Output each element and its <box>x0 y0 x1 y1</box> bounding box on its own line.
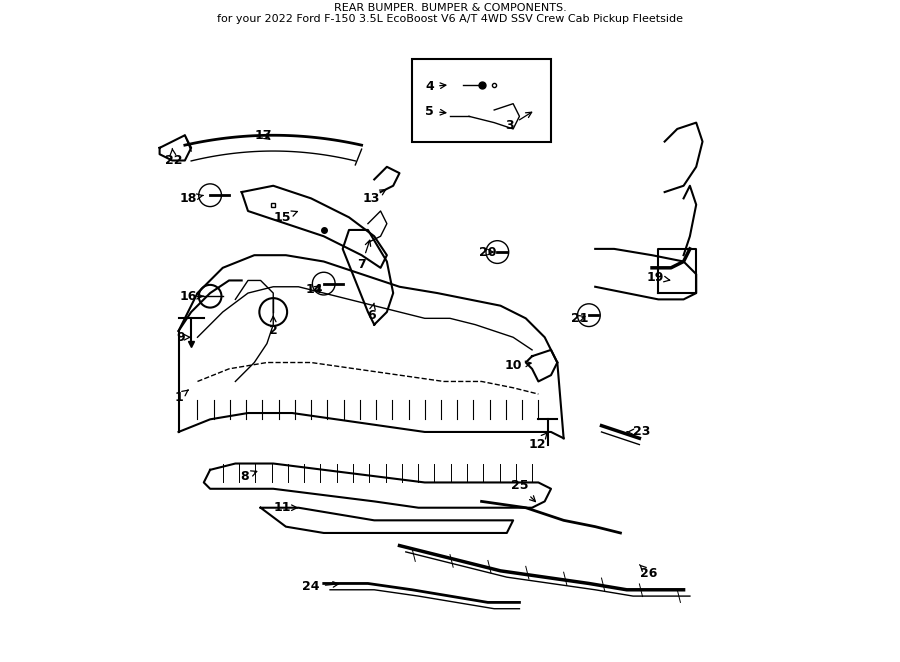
Text: 13: 13 <box>363 189 386 205</box>
Text: 1: 1 <box>175 390 188 404</box>
Text: 18: 18 <box>180 192 203 205</box>
Text: 21: 21 <box>571 312 589 325</box>
Text: 7: 7 <box>357 240 371 271</box>
Text: 14: 14 <box>305 283 323 297</box>
FancyBboxPatch shape <box>412 60 551 142</box>
Text: 3: 3 <box>506 113 532 132</box>
Text: 11: 11 <box>274 501 297 514</box>
Text: 2: 2 <box>269 316 277 338</box>
Text: 17: 17 <box>255 128 273 142</box>
Text: 4: 4 <box>426 80 446 93</box>
Text: 24: 24 <box>302 580 338 593</box>
Text: 9: 9 <box>176 331 191 344</box>
Text: 19: 19 <box>646 271 670 284</box>
Title: REAR BUMPER. BUMPER & COMPONENTS.
for your 2022 Ford F-150 3.5L EcoBoost V6 A/T : REAR BUMPER. BUMPER & COMPONENTS. for yo… <box>217 3 683 24</box>
Text: 23: 23 <box>627 426 650 438</box>
Text: 26: 26 <box>640 565 658 581</box>
Text: 8: 8 <box>240 469 256 483</box>
Text: 16: 16 <box>180 290 203 303</box>
Text: 12: 12 <box>528 433 547 451</box>
Text: 22: 22 <box>165 148 182 167</box>
Text: 10: 10 <box>504 359 531 372</box>
Text: 6: 6 <box>367 303 375 322</box>
Text: 25: 25 <box>510 479 536 502</box>
Text: 20: 20 <box>479 246 497 259</box>
Text: 5: 5 <box>426 105 446 118</box>
Text: 15: 15 <box>274 211 297 224</box>
